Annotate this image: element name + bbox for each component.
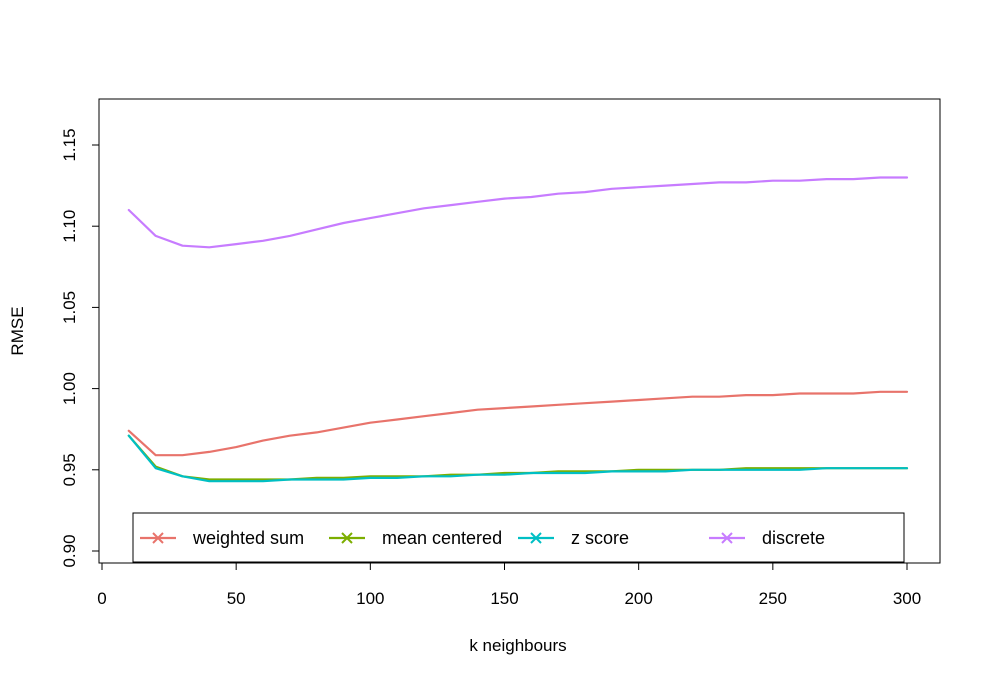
x-tick-label: 250 xyxy=(759,589,787,608)
legend-label: weighted sum xyxy=(192,528,304,548)
plot-frame xyxy=(98,98,941,564)
x-tick-label: 0 xyxy=(97,589,106,608)
series-lines xyxy=(127,176,909,483)
legend-label: mean centered xyxy=(382,528,502,548)
x-axis-title: k neighbours xyxy=(469,636,566,655)
x-tick-label: 200 xyxy=(624,589,652,608)
legend-item-weighted-sum: weighted sum xyxy=(140,528,304,548)
series-line-z-score xyxy=(127,434,909,483)
y-tick-label: 1.00 xyxy=(60,372,79,405)
legend-item-z-score: z score xyxy=(518,528,629,548)
legend-label: z score xyxy=(571,528,629,548)
legend-label: discrete xyxy=(762,528,825,548)
legend-cross-marker xyxy=(152,532,164,544)
x-tick-label: 50 xyxy=(227,589,246,608)
x-tick-label: 100 xyxy=(356,589,384,608)
legend-cross-marker xyxy=(341,532,353,544)
y-tick-label: 1.10 xyxy=(60,210,79,243)
x-tick-label: 150 xyxy=(490,589,518,608)
y-tick-label: 1.05 xyxy=(60,291,79,324)
y-tick-label: 1.15 xyxy=(60,128,79,161)
series-line-discrete xyxy=(127,176,909,249)
legend: weighted sum mean centered z score discrete xyxy=(132,512,905,563)
series-line-weighted-sum xyxy=(127,390,909,457)
y-tick-label: 0.90 xyxy=(60,534,79,567)
y-axis-title: RMSE xyxy=(8,306,27,355)
legend-cross-marker xyxy=(530,532,542,544)
x-tick-label: 300 xyxy=(893,589,921,608)
legend-cross-marker xyxy=(721,532,733,544)
x-axis: 0 50 100 150 200 250 300 xyxy=(97,562,921,608)
legend-item-discrete: discrete xyxy=(709,528,825,548)
y-axis: 0.90 0.95 1.00 1.05 1.10 1.15 xyxy=(60,128,100,568)
y-tick-label: 0.95 xyxy=(60,453,79,486)
legend-item-mean-centered: mean centered xyxy=(329,528,502,548)
